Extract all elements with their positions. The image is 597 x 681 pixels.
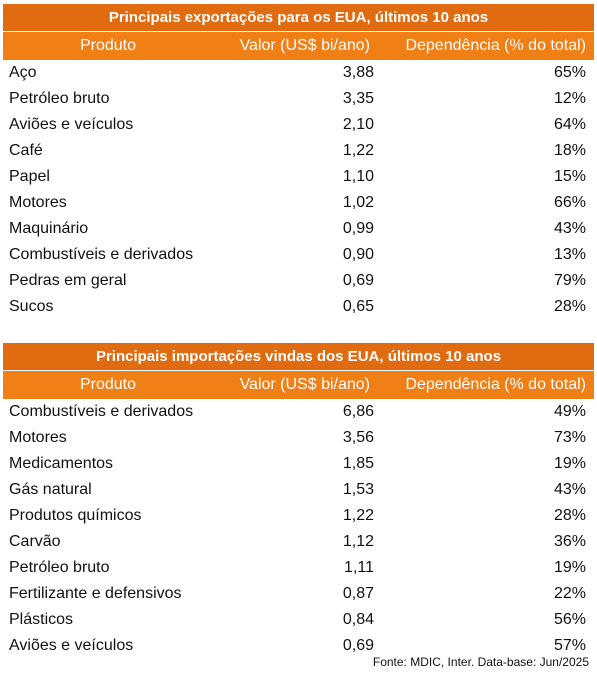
cell-valor: 3,35 xyxy=(342,90,374,107)
header-produto: Produto xyxy=(79,376,137,393)
source-footnote: Fonte: MDIC, Inter. Data-base: Jun/2025 xyxy=(372,655,589,669)
cell-produto: Papel xyxy=(9,168,50,185)
table-row: Combustíveis e derivados 0,90 13% xyxy=(3,242,594,268)
cell-valor: 1,02 xyxy=(342,194,374,211)
header-produto: Produto xyxy=(79,37,137,54)
cell-valor: 1,11 xyxy=(344,559,374,576)
cell-dependencia: 66% xyxy=(553,194,586,211)
cell-dependencia: 28% xyxy=(553,507,586,524)
cell-produto: Carvão xyxy=(9,533,61,550)
cell-valor: 0,90 xyxy=(342,246,374,263)
imports-table: Principais importações vindas dos EUA, ú… xyxy=(3,343,594,659)
cell-valor: 0,69 xyxy=(342,272,374,289)
header-dependencia: Dependência (% do total) xyxy=(405,37,586,54)
exports-rows: Aço 3,88 65% Petróleo bruto 3,35 12% Aviões e … xyxy=(3,60,594,320)
cell-valor: 1,10 xyxy=(342,168,374,185)
imports-table-title: Principais importações vindas dos EUA, ú… xyxy=(3,343,594,370)
table-row: Motores 3,56 73% xyxy=(3,425,594,451)
cell-dependencia: 64% xyxy=(553,116,586,133)
cell-produto: Pedras em geral xyxy=(9,272,127,289)
cell-produto: Aviões e veículos xyxy=(9,637,134,654)
table-row: Medicamentos 1,85 19% xyxy=(3,451,594,477)
cell-dependencia: 56% xyxy=(553,611,586,628)
cell-dependencia: 22% xyxy=(553,585,586,602)
table-row: Aviões e veículos 0,69 57% xyxy=(3,633,594,659)
cell-valor: 1,22 xyxy=(342,142,374,159)
table-row: Carvão 1,12 36% xyxy=(3,529,594,555)
cell-valor: 3,56 xyxy=(342,429,374,446)
cell-produto: Motores xyxy=(9,429,67,446)
cell-produto: Maquinário xyxy=(9,220,89,237)
table-row: Pedras em geral 0,69 79% xyxy=(3,268,594,294)
table-row: Papel 1,10 15% xyxy=(3,164,594,190)
cell-produto: Petróleo bruto xyxy=(9,90,110,107)
cell-dependencia: 49% xyxy=(553,403,586,420)
cell-dependencia: 15% xyxy=(553,168,586,185)
cell-dependencia: 28% xyxy=(553,298,586,315)
cell-valor: 6,86 xyxy=(342,403,374,420)
cell-produto: Produtos químicos xyxy=(9,507,142,524)
cell-dependencia: 18% xyxy=(553,142,586,159)
table-row: Sucos 0,65 28% xyxy=(3,294,594,320)
cell-dependencia: 43% xyxy=(553,481,586,498)
table-row: Petróleo bruto 1,11 19% xyxy=(3,555,594,581)
cell-valor: 0,87 xyxy=(342,585,374,602)
cell-produto: Gás natural xyxy=(9,481,92,498)
table-row: Combustíveis e derivados 6,86 49% xyxy=(3,399,594,425)
cell-valor: 0,99 xyxy=(342,220,374,237)
cell-produto: Café xyxy=(9,142,43,159)
cell-produto: Aviões e veículos xyxy=(9,116,134,133)
cell-produto: Combustíveis e derivados xyxy=(9,246,194,263)
cell-dependencia: 73% xyxy=(553,429,586,446)
cell-valor: 1,22 xyxy=(342,507,374,524)
cell-dependencia: 12% xyxy=(553,90,586,107)
exports-header-row: Produto Valor (US$ bi/ano) Dependência (… xyxy=(3,31,594,60)
cell-dependencia: 36% xyxy=(553,533,586,550)
table-row: Plásticos 0,84 56% xyxy=(3,607,594,633)
cell-produto: Combustíveis e derivados xyxy=(9,403,194,420)
exports-table: Principais exportações para os EUA, últi… xyxy=(3,4,594,320)
cell-produto: Sucos xyxy=(9,298,54,315)
table-row: Aviões e veículos 2,10 64% xyxy=(3,112,594,138)
cell-produto: Motores xyxy=(9,194,67,211)
cell-dependencia: 13% xyxy=(553,246,586,263)
table-row: Fertilizante e defensivos 0,87 22% xyxy=(3,581,594,607)
cell-dependencia: 65% xyxy=(553,64,586,81)
cell-produto: Medicamentos xyxy=(9,455,114,472)
imports-rows: Combustíveis e derivados 6,86 49% Motores 3,… xyxy=(3,399,594,659)
cell-valor: 0,65 xyxy=(342,298,374,315)
cell-valor: 1,12 xyxy=(342,533,374,550)
cell-valor: 1,53 xyxy=(342,481,374,498)
cell-dependencia: 19% xyxy=(553,455,586,472)
table-row: Petróleo bruto 3,35 12% xyxy=(3,86,594,112)
cell-produto: Aço xyxy=(9,64,37,81)
table-row: Maquinário 0,99 43% xyxy=(3,216,594,242)
cell-dependencia: 43% xyxy=(553,220,586,237)
cell-valor: 2,10 xyxy=(342,116,374,133)
cell-valor: 3,88 xyxy=(342,64,374,81)
header-valor: Valor (US$ bi/ano) xyxy=(239,37,370,54)
table-row: Aço 3,88 65% xyxy=(3,60,594,86)
table-row: Motores 1,02 66% xyxy=(3,190,594,216)
table-row: Gás natural 1,53 43% xyxy=(3,477,594,503)
cell-dependencia: 79% xyxy=(553,272,586,289)
cell-valor: 1,85 xyxy=(342,455,374,472)
cell-produto: Plásticos xyxy=(9,611,74,628)
cell-valor: 0,69 xyxy=(342,637,374,654)
cell-produto: Petróleo bruto xyxy=(9,559,110,576)
header-valor: Valor (US$ bi/ano) xyxy=(239,376,370,393)
cell-dependencia: 19% xyxy=(553,559,586,576)
cell-dependencia: 57% xyxy=(553,637,586,654)
table-row: Produtos químicos 1,22 28% xyxy=(3,503,594,529)
cell-valor: 0,84 xyxy=(342,611,374,628)
header-dependencia: Dependência (% do total) xyxy=(405,376,586,393)
table-row: Café 1,22 18% xyxy=(3,138,594,164)
exports-table-title: Principais exportações para os EUA, últi… xyxy=(3,4,594,31)
cell-produto: Fertilizante e defensivos xyxy=(9,585,182,602)
imports-header-row: Produto Valor (US$ bi/ano) Dependência (… xyxy=(3,370,594,399)
